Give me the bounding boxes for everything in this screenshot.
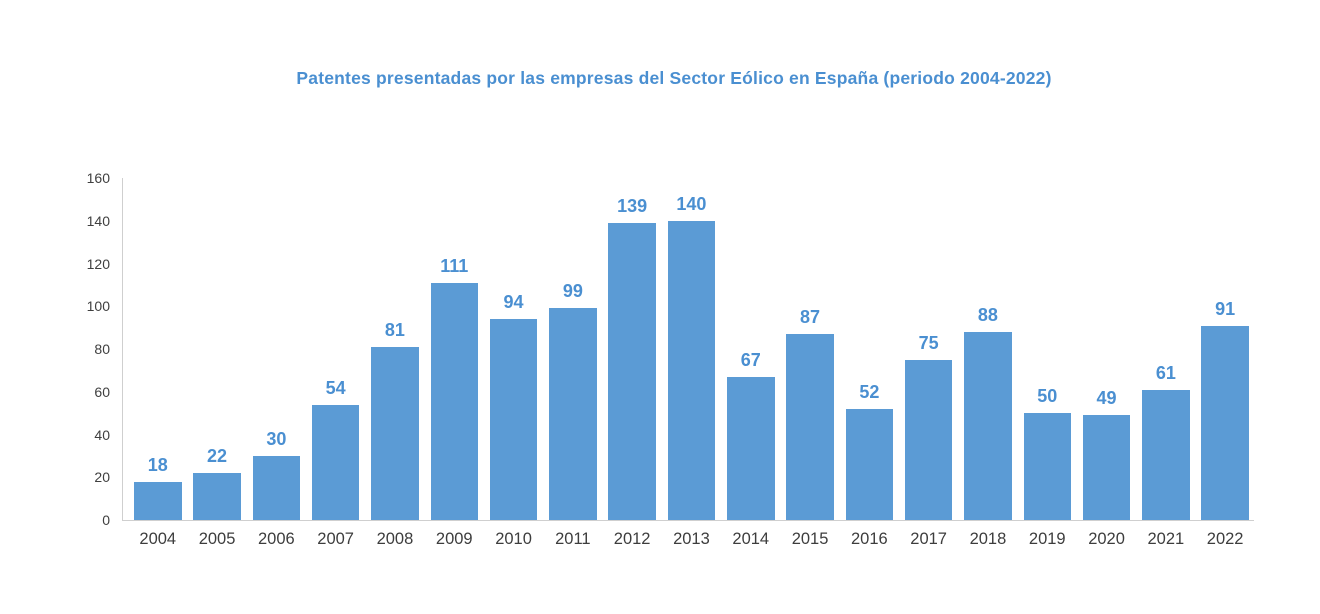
x-axis-label: 2005 (198, 530, 236, 548)
x-axis-label: 2008 (376, 530, 414, 548)
x-axis-label: 2020 (1088, 530, 1125, 548)
bar (489, 319, 538, 520)
bar-value-label: 61 (1155, 362, 1176, 383)
bar-value-label: 111 (440, 255, 469, 276)
bar-value-label: 67 (740, 349, 761, 370)
bar (845, 408, 894, 520)
bar-group: 22 2005 (193, 178, 241, 547)
bar (1142, 389, 1190, 520)
bar (193, 472, 241, 520)
bar-value-label: 140 (676, 193, 707, 214)
bar-group: 54 2007 (311, 178, 360, 547)
x-axis-label: 2011 (555, 530, 591, 548)
x-axis-label: 2013 (673, 530, 710, 548)
bar-group: 18 2004 (134, 178, 182, 547)
x-axis-label: 2006 (257, 530, 295, 548)
y-axis-tick-label: 100 (86, 298, 110, 315)
x-axis-label: 2009 (435, 530, 473, 548)
x-axis-label: 2019 (1028, 530, 1066, 548)
bar (430, 282, 478, 520)
x-axis-label: 2016 (850, 530, 888, 548)
x-axis-label: 2017 (910, 530, 947, 548)
chart-title: Patentes presentadas por las empresas de… (296, 68, 1052, 88)
y-axis-tick-label: 40 (94, 426, 110, 443)
x-axis-label: 2021 (1147, 530, 1185, 548)
bar (904, 359, 953, 520)
bar (311, 404, 360, 520)
bar-value-label: 91 (1215, 298, 1236, 319)
bar-value-label: 52 (859, 381, 880, 402)
y-axis-tick-label: 60 (94, 383, 110, 400)
bar-group: 50 2019 (1023, 178, 1071, 547)
bar-group: 87 2015 (786, 178, 834, 547)
x-axis-label: 2010 (495, 530, 532, 548)
bar-group: 94 2010 (489, 178, 538, 547)
bar-value-label: 87 (800, 307, 821, 328)
bar-value-label: 75 (918, 332, 939, 353)
x-axis-label: 2022 (1206, 530, 1244, 548)
bar (371, 346, 419, 520)
x-axis-label: 2014 (732, 530, 770, 548)
bar (1023, 413, 1071, 520)
y-axis-tick-label: 0 (102, 512, 110, 528)
bar-value-label: 99 (562, 281, 583, 302)
x-axis-label: 2015 (791, 530, 829, 548)
bar-value-label: 50 (1037, 386, 1058, 407)
bar-group: 61 2021 (1142, 178, 1190, 547)
bar (252, 455, 301, 520)
bar (134, 481, 182, 520)
bar-group: 49 2020 (1082, 178, 1131, 547)
bar-value-label: 139 (617, 195, 648, 216)
bar-group: 30 2006 (252, 178, 301, 547)
y-axis-tick-label: 20 (94, 469, 110, 486)
y-axis-tick-label: 120 (86, 255, 110, 272)
bar-value-label: 81 (384, 319, 405, 340)
x-axis-label: 2004 (139, 530, 177, 548)
bar (727, 376, 775, 520)
plot-area: 0 20 40 60 80 100 120 140 160 18 2004 22… (87, 171, 1254, 547)
bar-group: 75 2017 (904, 178, 953, 547)
bar-group: 88 2018 (964, 178, 1012, 547)
bar (786, 334, 834, 520)
bar-value-label: 54 (325, 377, 346, 398)
bar-value-label: 94 (503, 292, 524, 313)
y-axis-tick-label: 160 (86, 170, 110, 186)
bar (1201, 325, 1249, 520)
bar-value-label: 88 (977, 304, 998, 325)
y-axis-tick-label: 80 (94, 341, 110, 357)
bar-group: 140 2013 (667, 178, 716, 547)
bar-group: 81 2008 (371, 178, 419, 547)
bar (1082, 415, 1131, 520)
bar-value-label: 30 (266, 428, 287, 449)
x-axis-label: 2012 (613, 530, 651, 548)
bar-group: 139 2012 (608, 178, 656, 547)
bar (964, 331, 1012, 520)
y-axis-tick-label: 140 (86, 212, 110, 229)
bar-group: 91 2022 (1201, 178, 1249, 547)
bar-value-label: 18 (147, 454, 168, 475)
bar-value-label: 49 (1096, 388, 1117, 409)
x-axis-label: 2018 (969, 530, 1007, 548)
bar-group: 111 2009 (430, 178, 478, 547)
x-axis-label: 2007 (317, 530, 354, 548)
bar (608, 222, 656, 520)
bar-group: 67 2014 (727, 178, 775, 547)
bar-group: 52 2016 (845, 178, 894, 547)
bar-value-label: 22 (207, 445, 228, 466)
bar (549, 308, 597, 520)
bar-group: 99 2011 (549, 178, 597, 547)
bar (667, 220, 716, 520)
